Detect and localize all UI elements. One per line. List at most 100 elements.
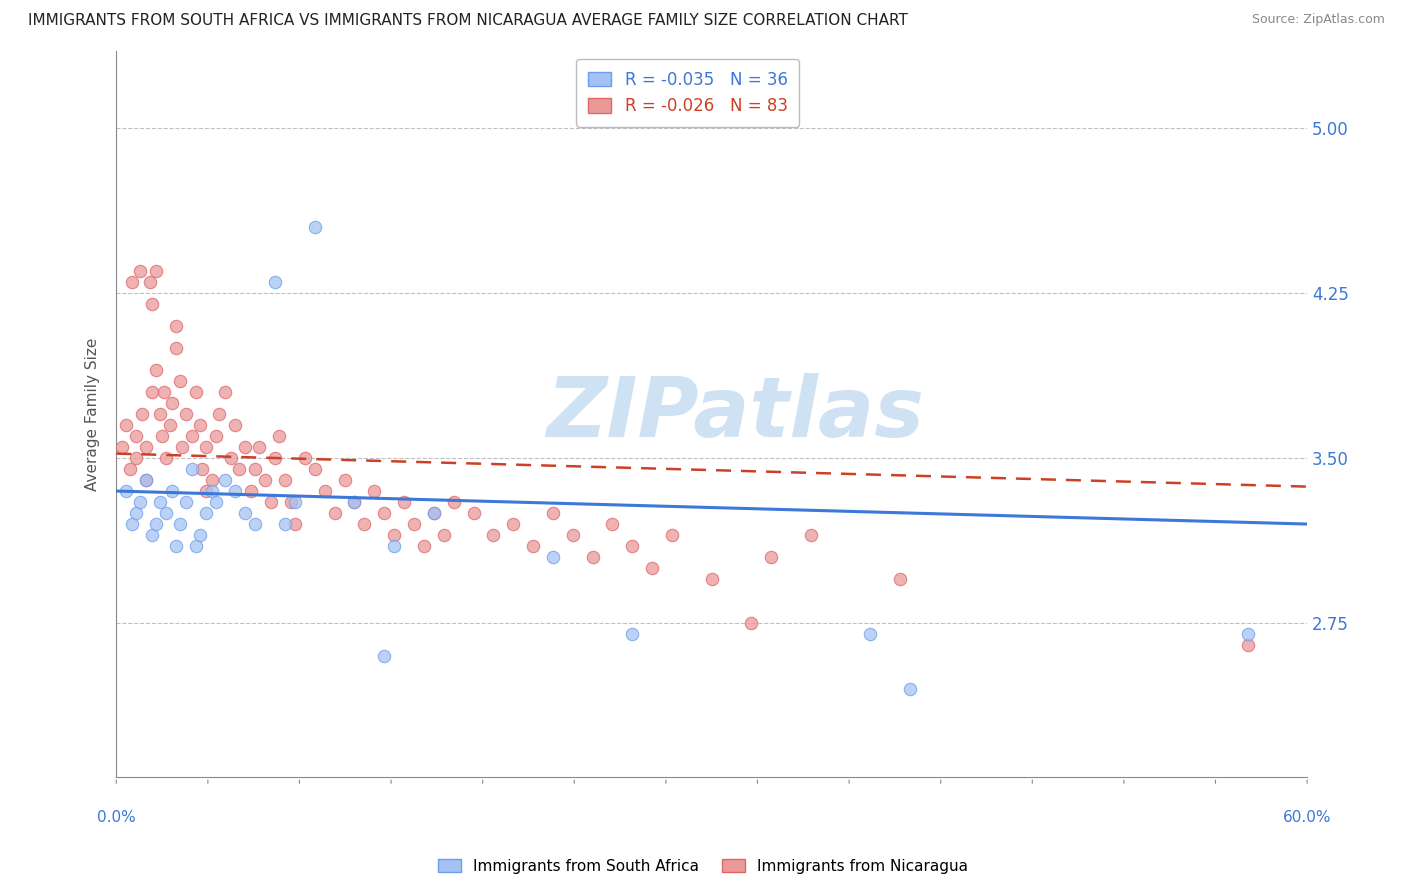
Point bbox=[423, 506, 446, 520]
Point bbox=[402, 517, 425, 532]
Point bbox=[149, 407, 172, 421]
Point bbox=[412, 539, 434, 553]
Point bbox=[274, 517, 297, 532]
Point bbox=[1236, 627, 1258, 641]
Point bbox=[125, 506, 148, 520]
Text: ZIPatlas: ZIPatlas bbox=[547, 374, 924, 454]
Point bbox=[641, 561, 664, 575]
Legend: R = -0.035   N = 36, R = -0.026   N = 83: R = -0.035 N = 36, R = -0.026 N = 83 bbox=[576, 59, 800, 127]
Point bbox=[194, 440, 217, 454]
Point bbox=[214, 384, 236, 399]
Point bbox=[150, 429, 173, 443]
Point bbox=[139, 275, 162, 289]
Point bbox=[541, 506, 564, 520]
Point bbox=[125, 450, 148, 465]
Point bbox=[145, 363, 167, 377]
Point bbox=[304, 219, 326, 234]
Point bbox=[254, 473, 277, 487]
Point bbox=[898, 682, 921, 697]
Point bbox=[245, 517, 267, 532]
Point bbox=[169, 517, 191, 532]
Point bbox=[581, 550, 603, 565]
Point bbox=[135, 440, 157, 454]
Text: IMMIGRANTS FROM SOUTH AFRICA VS IMMIGRANTS FROM NICARAGUA AVERAGE FAMILY SIZE CO: IMMIGRANTS FROM SOUTH AFRICA VS IMMIGRAN… bbox=[28, 13, 908, 29]
Point bbox=[343, 495, 366, 509]
Point bbox=[423, 506, 446, 520]
Point bbox=[129, 495, 152, 509]
Point bbox=[889, 572, 911, 586]
Point bbox=[129, 264, 152, 278]
Point bbox=[111, 440, 134, 454]
Point bbox=[184, 539, 207, 553]
Point bbox=[155, 506, 177, 520]
Point bbox=[433, 528, 456, 542]
Point bbox=[561, 528, 583, 542]
Point bbox=[382, 528, 405, 542]
Point bbox=[141, 528, 163, 542]
Y-axis label: Average Family Size: Average Family Size bbox=[86, 337, 100, 491]
Point bbox=[859, 627, 882, 641]
Point bbox=[700, 572, 723, 586]
Point bbox=[373, 649, 395, 664]
Point bbox=[233, 506, 256, 520]
Point bbox=[135, 473, 157, 487]
Point bbox=[194, 506, 217, 520]
Point bbox=[131, 407, 153, 421]
Point bbox=[125, 429, 148, 443]
Point bbox=[170, 440, 193, 454]
Point bbox=[145, 517, 167, 532]
Point bbox=[761, 550, 783, 565]
Point bbox=[463, 506, 485, 520]
Point bbox=[121, 275, 143, 289]
Point bbox=[284, 517, 307, 532]
Point bbox=[159, 417, 181, 432]
Text: 60.0%: 60.0% bbox=[1282, 810, 1331, 825]
Point bbox=[247, 440, 270, 454]
Point bbox=[221, 450, 243, 465]
Point bbox=[502, 517, 524, 532]
Point bbox=[621, 627, 644, 641]
Point bbox=[382, 539, 405, 553]
Point bbox=[602, 517, 624, 532]
Point bbox=[274, 473, 297, 487]
Point bbox=[228, 462, 250, 476]
Point bbox=[363, 483, 385, 498]
Point bbox=[169, 374, 191, 388]
Point bbox=[224, 483, 246, 498]
Point bbox=[155, 450, 177, 465]
Point bbox=[180, 462, 202, 476]
Point bbox=[353, 517, 375, 532]
Point bbox=[188, 417, 211, 432]
Point bbox=[115, 417, 138, 432]
Point bbox=[145, 264, 167, 278]
Point bbox=[141, 297, 163, 311]
Point bbox=[294, 450, 316, 465]
Point bbox=[208, 407, 231, 421]
Point bbox=[740, 616, 762, 631]
Point bbox=[165, 341, 187, 355]
Point bbox=[333, 473, 356, 487]
Point bbox=[141, 384, 163, 399]
Point bbox=[121, 517, 143, 532]
Point bbox=[392, 495, 415, 509]
Text: 0.0%: 0.0% bbox=[97, 810, 135, 825]
Point bbox=[304, 462, 326, 476]
Point bbox=[264, 275, 287, 289]
Point bbox=[260, 495, 283, 509]
Point bbox=[224, 417, 246, 432]
Point bbox=[284, 495, 307, 509]
Point bbox=[165, 539, 187, 553]
Point bbox=[174, 407, 197, 421]
Point bbox=[188, 528, 211, 542]
Point bbox=[240, 483, 263, 498]
Point bbox=[264, 450, 287, 465]
Point bbox=[214, 473, 236, 487]
Point bbox=[314, 483, 336, 498]
Point bbox=[343, 495, 366, 509]
Point bbox=[661, 528, 683, 542]
Point bbox=[1236, 638, 1258, 652]
Point bbox=[482, 528, 505, 542]
Point bbox=[160, 396, 183, 410]
Point bbox=[194, 483, 217, 498]
Point bbox=[180, 429, 202, 443]
